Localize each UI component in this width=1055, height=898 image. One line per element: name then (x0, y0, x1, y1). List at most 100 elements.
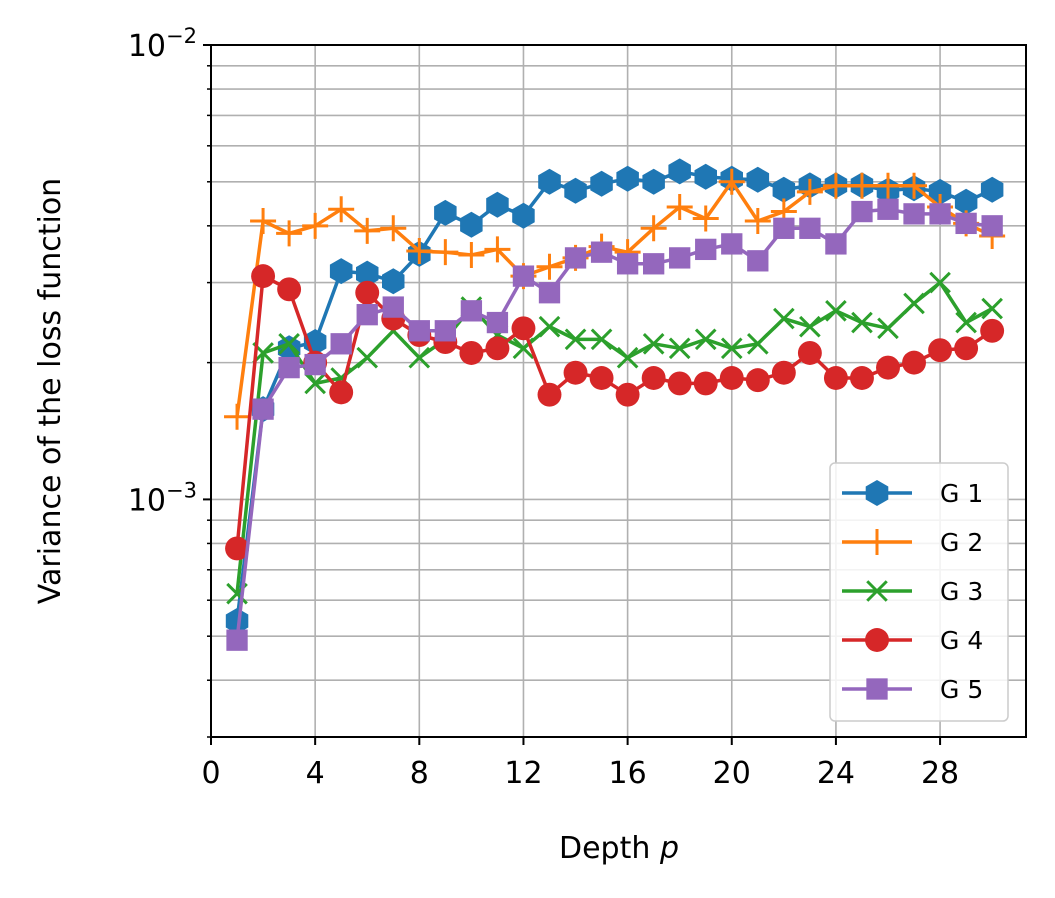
data-point (434, 199, 457, 226)
y-tick-label: 10−3 (128, 478, 197, 518)
data-point (537, 382, 562, 407)
data-point (955, 311, 977, 334)
plot-frame (210, 44, 1027, 738)
data-point (512, 265, 535, 287)
data-point (744, 207, 771, 234)
data-point (486, 191, 509, 218)
data-point (486, 311, 509, 334)
data-point (954, 188, 978, 215)
data-point (980, 318, 1005, 343)
data-point (797, 341, 822, 365)
data-point (564, 177, 587, 204)
data-point (929, 203, 951, 225)
data-point (694, 163, 717, 190)
data-point (616, 165, 639, 192)
data-point (302, 212, 329, 239)
data-point (848, 172, 875, 199)
data-point (667, 371, 692, 396)
legend-label: G 2 (940, 528, 983, 557)
data-point (981, 215, 1003, 237)
data-point (720, 337, 743, 360)
data-point (772, 176, 796, 203)
data-point (902, 350, 926, 375)
data-point (277, 277, 302, 302)
data-point (538, 315, 561, 338)
data-point (278, 332, 300, 355)
data-point (668, 337, 691, 360)
legend-label: G 3 (940, 577, 983, 606)
data-point (747, 250, 769, 272)
y-tick-labels: 10−3 10−2 (128, 24, 197, 518)
series-5 (226, 198, 1003, 651)
data-point (251, 264, 276, 289)
data-point (954, 336, 979, 361)
data-point (278, 356, 300, 379)
data-point (356, 304, 378, 326)
data-point (877, 317, 899, 340)
legend-marker (865, 628, 889, 652)
data-point (823, 366, 848, 390)
data-point (329, 258, 353, 285)
legend-marker (866, 678, 888, 700)
data-point (511, 316, 536, 341)
data-point (669, 247, 691, 269)
x-tick-label: 28 (921, 756, 959, 791)
data-point (799, 315, 821, 338)
legend-item: G 1 (842, 479, 983, 508)
data-point (432, 239, 459, 266)
x-tick-labels: 0 4 8 12 16 20 24 28 (201, 756, 959, 791)
legend: G 1 G 2 G 3 G 4 G 5 (829, 462, 1009, 722)
data-point (225, 608, 249, 634)
data-point (590, 241, 613, 263)
data-point (329, 380, 354, 405)
data-point (590, 170, 613, 197)
x-tick-label: 8 (410, 756, 429, 791)
data-point (745, 368, 770, 393)
data-point (718, 168, 745, 195)
data-point (355, 280, 380, 305)
data-point (981, 297, 1003, 320)
data-point (746, 166, 770, 193)
legend-label: G 4 (940, 626, 983, 655)
data-point (538, 282, 561, 304)
legend-box (829, 462, 1009, 722)
data-point (354, 217, 381, 244)
series-layer (224, 158, 1006, 651)
data-point (903, 292, 925, 315)
legend-item: G 5 (842, 675, 983, 704)
data-point (536, 253, 563, 280)
data-point (564, 247, 587, 269)
data-point (408, 346, 431, 369)
data-point (458, 242, 485, 269)
data-point (928, 338, 953, 363)
data-point (694, 328, 717, 351)
data-point (851, 200, 873, 223)
data-point (226, 629, 248, 651)
data-point (484, 236, 511, 263)
data-point (668, 158, 691, 185)
data-point (955, 212, 977, 235)
data-point (746, 332, 769, 355)
data-point (773, 307, 795, 330)
data-point (252, 398, 274, 420)
data-point (304, 353, 326, 376)
data-point (641, 366, 666, 390)
x-axis-label: Depth p (559, 831, 679, 866)
data-point (460, 211, 483, 238)
data-point (538, 168, 561, 195)
data-point (224, 403, 251, 430)
data-point (825, 233, 847, 255)
data-point (773, 217, 795, 239)
data-point (877, 198, 899, 220)
data-point (721, 233, 743, 255)
data-point (590, 328, 613, 351)
legend-marker (865, 480, 889, 506)
x-tick-label: 24 (817, 756, 855, 791)
data-point (563, 360, 588, 385)
data-point (642, 332, 665, 355)
data-point (796, 178, 823, 205)
data-point (564, 328, 587, 351)
legend-label: G 1 (940, 479, 983, 508)
x-tick-label: 16 (609, 756, 647, 791)
